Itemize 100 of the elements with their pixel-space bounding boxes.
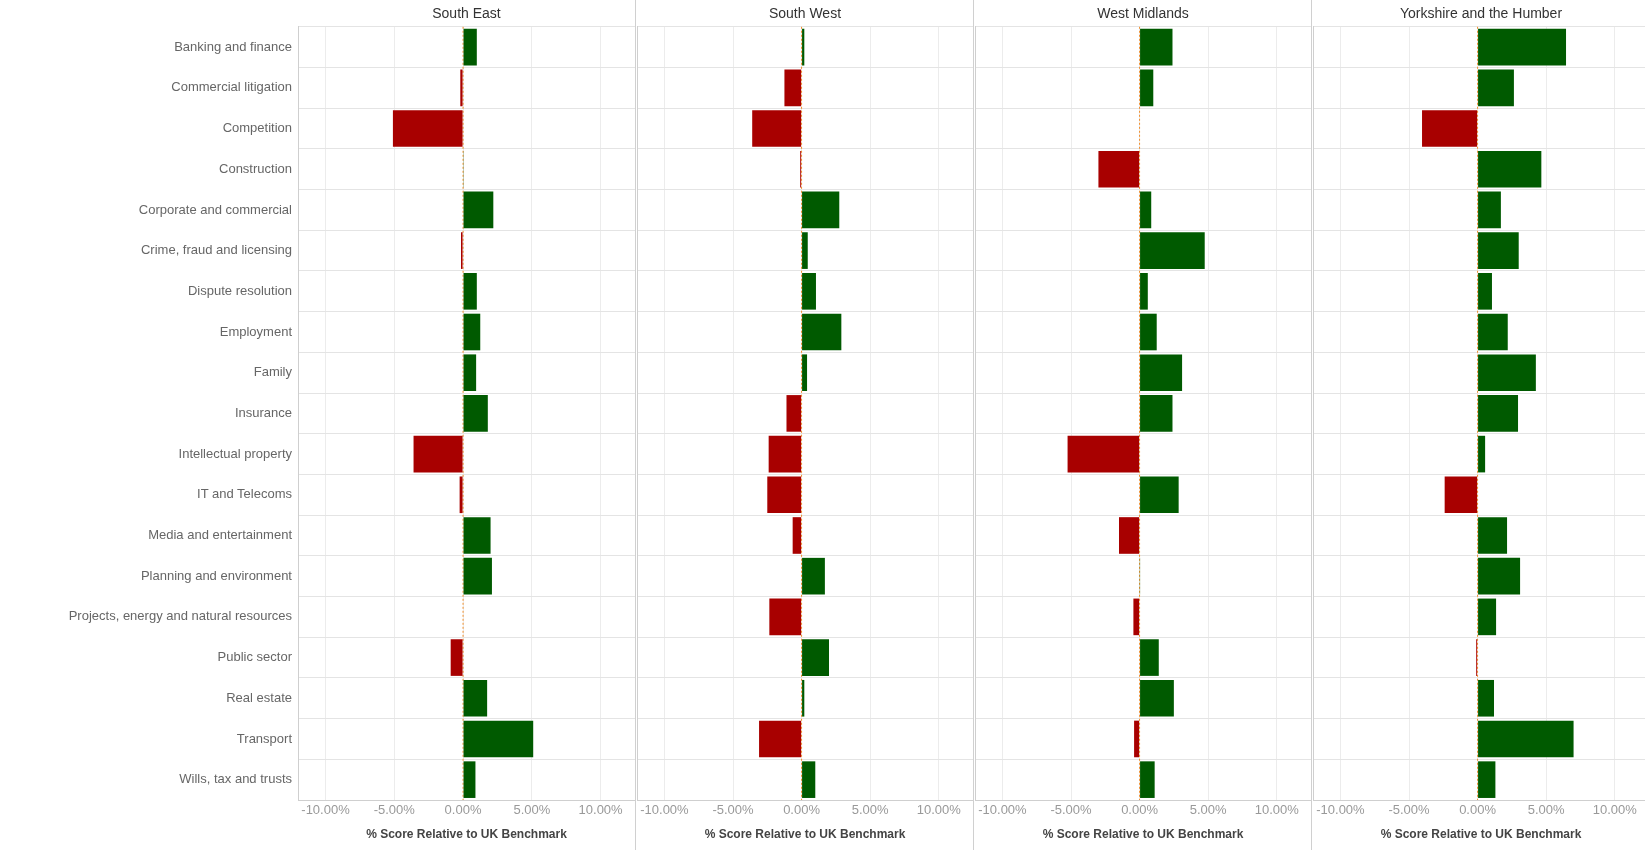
- y-tick-label: Crime, fraud and licensing: [140, 242, 292, 258]
- x-tick-label: 10.00%: [916, 802, 962, 818]
- x-tick-label: -10.00%: [301, 802, 351, 818]
- x-tick-label: 0.00%: [783, 802, 821, 818]
- bar: [1478, 435, 1486, 473]
- x-tick-label: 5.00%: [851, 802, 890, 818]
- bar: [752, 110, 802, 147]
- bar: [802, 557, 825, 595]
- bar: [786, 395, 802, 432]
- x-tick-label: 10.00%: [578, 802, 624, 818]
- bar: [792, 517, 802, 554]
- x-axis-title: % Score Relative to UK Benchmark: [1380, 827, 1582, 842]
- x-tick-label: 10.00%: [1254, 802, 1300, 818]
- bar: [1140, 679, 1174, 717]
- x-tick-label: -5.00%: [373, 802, 416, 818]
- x-axis-title: % Score Relative to UK Benchmark: [704, 827, 906, 842]
- x-tick-label: 0.00%: [1459, 802, 1497, 818]
- bar: [1478, 761, 1496, 798]
- x-tick-label: 5.00%: [1527, 802, 1566, 818]
- bar: [802, 232, 808, 269]
- bar: [463, 761, 476, 798]
- x-axis-title: % Score Relative to UK Benchmark: [366, 827, 568, 842]
- bar: [1478, 720, 1574, 758]
- bar: [1119, 517, 1140, 554]
- chart-title: West Midlands: [1097, 5, 1189, 22]
- bar: [1478, 395, 1519, 432]
- bar: [1140, 313, 1157, 351]
- bar: [1140, 395, 1173, 432]
- bar: [459, 476, 463, 514]
- x-tick-label: 10.00%: [1592, 802, 1638, 818]
- bar: [802, 191, 840, 229]
- x-tick-label: -5.00%: [712, 802, 755, 818]
- bar: [769, 598, 802, 636]
- bar: [1478, 150, 1542, 188]
- x-axis-title: % Score Relative to UK Benchmark: [1042, 827, 1244, 842]
- bar: [1478, 557, 1521, 595]
- y-tick-label: Banking and finance: [174, 38, 292, 54]
- bar: [802, 761, 816, 798]
- bar: [463, 191, 494, 229]
- bar: [1478, 354, 1536, 392]
- bar: [1478, 28, 1567, 66]
- bar: [1478, 191, 1501, 229]
- y-tick-label: Projects, energy and natural resources: [68, 608, 293, 624]
- bar: [1478, 679, 1495, 717]
- y-tick-label: Public sector: [217, 649, 293, 665]
- y-tick-label: Real estate: [226, 689, 292, 705]
- bar: [802, 273, 816, 310]
- bar: [767, 476, 802, 514]
- y-tick-label: Commercial litigation: [171, 79, 292, 95]
- bar: [1140, 273, 1148, 310]
- bar: [1478, 69, 1514, 107]
- y-tick-label: Transport: [236, 730, 293, 746]
- bar: [463, 679, 488, 717]
- bar: [463, 517, 491, 554]
- x-tick-label: 5.00%: [1189, 802, 1228, 818]
- bar: [1478, 517, 1508, 554]
- bar: [802, 313, 842, 351]
- bar: [802, 679, 805, 717]
- x-tick-label: -5.00%: [1388, 802, 1431, 818]
- bar: [1422, 110, 1478, 147]
- bar: [1140, 639, 1159, 676]
- bar: [1478, 232, 1519, 269]
- x-tick-label: 0.00%: [1121, 802, 1159, 818]
- bar: [784, 69, 802, 107]
- bar: [1140, 761, 1155, 798]
- chart-title: South West: [768, 5, 842, 22]
- bar: [1140, 476, 1179, 514]
- x-tick-label: 5.00%: [513, 802, 551, 818]
- bar: [463, 313, 481, 351]
- y-tick-label: Insurance: [234, 404, 292, 420]
- y-tick-label: IT and Telecoms: [197, 486, 293, 502]
- bar: [1140, 191, 1152, 229]
- chart-title: South East: [432, 5, 501, 22]
- bar: [463, 557, 492, 595]
- bar: [802, 639, 829, 676]
- bar: [1140, 354, 1183, 392]
- bar: [1140, 232, 1205, 269]
- y-tick-label: Intellectual property: [178, 445, 293, 461]
- bar: [1098, 150, 1140, 188]
- bar: [463, 28, 477, 66]
- bar: [759, 720, 802, 758]
- bar: [1478, 313, 1508, 351]
- bar: [802, 354, 808, 392]
- bar: [1067, 435, 1140, 473]
- y-tick-label: Wills, tax and trusts: [179, 771, 293, 787]
- bar: [463, 720, 534, 758]
- bar: [1133, 598, 1140, 636]
- bar: [768, 435, 802, 473]
- y-tick-label: Planning and environment: [140, 567, 293, 583]
- y-tick-label: Media and entertainment: [148, 527, 293, 543]
- bar: [463, 354, 477, 392]
- x-tick-label: -10.00%: [640, 802, 690, 818]
- y-tick-label: Dispute resolution: [187, 282, 292, 298]
- chart-title: Yorkshire and the Humber: [1399, 5, 1563, 22]
- x-tick-label: 0.00%: [444, 802, 482, 818]
- bar: [1140, 28, 1173, 66]
- y-tick-label: Competition: [222, 120, 292, 136]
- bar: [463, 395, 488, 432]
- bar: [1444, 476, 1478, 514]
- bar: [1134, 720, 1140, 758]
